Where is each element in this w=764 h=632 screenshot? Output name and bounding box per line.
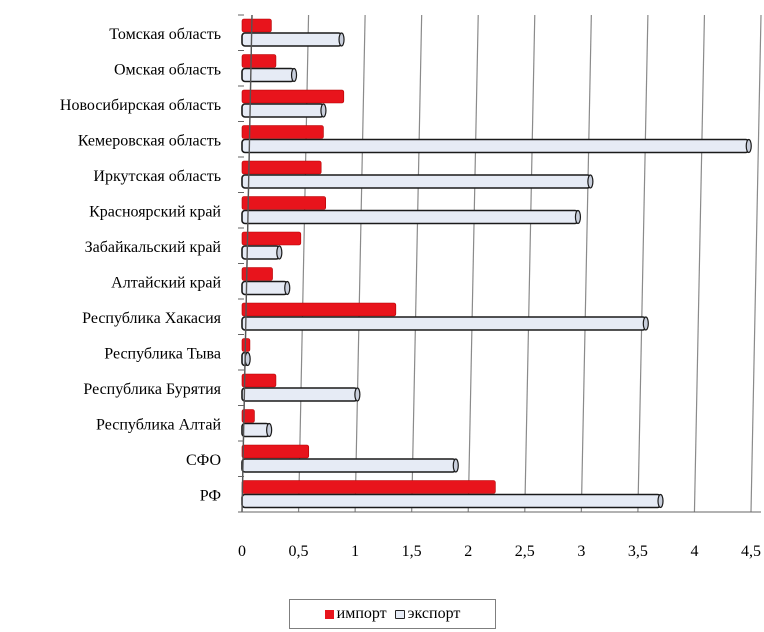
bar-export-cap (338, 32, 345, 47)
legend-swatch-import (324, 609, 334, 619)
category-label: Томская область (109, 26, 221, 43)
bar-export (241, 458, 457, 473)
bar-export (241, 174, 592, 189)
x-tick-label: 3,5 (628, 543, 648, 560)
gridline (524, 14, 536, 513)
x-tick-label: 2 (464, 543, 472, 560)
category-label: Республика Тыва (104, 345, 221, 362)
labels: 0 0,5 1 1,5 2 2,5 3 3,5 4 4,5 Томская область Омска… (60, 26, 761, 560)
category-label: Алтайский край (111, 274, 221, 291)
bar-export-cap (266, 422, 273, 438)
gridline (750, 14, 762, 513)
axes (238, 14, 761, 513)
bar-import (241, 409, 255, 423)
bar-import (241, 373, 277, 388)
legend-item-export: экспорт (394, 605, 461, 623)
gridlines (241, 14, 762, 513)
bar-import (241, 89, 345, 104)
bar-import (241, 54, 277, 68)
gridline (693, 14, 706, 513)
gridline (297, 14, 310, 513)
category-label: Омская область (114, 61, 221, 78)
bar-import (241, 267, 273, 281)
x-tick-label: 1 (351, 543, 359, 560)
legend-label-import: импорт (336, 605, 387, 622)
gridline (580, 14, 592, 513)
bar-export-cap (354, 387, 361, 402)
gridline (467, 14, 479, 513)
category-label: Новосибирская область (60, 97, 221, 114)
gridline (354, 14, 366, 513)
legend-swatch-export (394, 609, 405, 619)
category-label: Республика Бурятия (83, 381, 221, 398)
category-label: Иркутская область (93, 168, 221, 185)
x-tick-label: 1,5 (402, 543, 422, 560)
x-tick-label: 0 (238, 543, 246, 560)
category-label: Красноярский край (89, 203, 221, 220)
category-label: СФО (186, 452, 221, 469)
bar-export (241, 422, 270, 438)
y-axis-line (241, 14, 253, 513)
category-label: Кемеровская область (78, 132, 221, 149)
bar-export (241, 138, 750, 154)
bar-import (241, 480, 496, 494)
bar-import (241, 444, 310, 459)
bar-export-cap (320, 103, 327, 118)
bar-export (241, 280, 289, 296)
bar-import (241, 125, 324, 139)
bar-export-cap (276, 245, 283, 260)
bar-export (241, 493, 662, 509)
x-tick-label: 4 (690, 543, 698, 560)
bar-export (241, 32, 343, 47)
bar-export-cap (244, 351, 251, 367)
bar-import (241, 18, 272, 33)
bar-import (241, 231, 302, 246)
bars (241, 18, 752, 509)
bar-import (241, 302, 397, 317)
category-label: Республика Хакасия (82, 310, 222, 327)
bar-export-cap (284, 280, 291, 296)
x-tick-label: 0,5 (289, 543, 309, 560)
category-label: РФ (200, 487, 221, 504)
x-tick-label: 4,5 (741, 543, 761, 560)
bar-export (241, 67, 295, 83)
bar-export-cap (745, 138, 752, 154)
bar-export-cap (657, 493, 664, 509)
bar-import (241, 160, 322, 175)
legend: импорт экспорт (289, 599, 496, 629)
bar-export-cap (290, 67, 298, 83)
bar-export (241, 316, 647, 331)
bar-export (241, 103, 325, 118)
category-label: Забайкальский край (85, 239, 222, 256)
bar-export-cap (587, 174, 594, 189)
bar-export (241, 209, 579, 225)
x-tick-label: 3 (577, 543, 585, 560)
bar-export-cap (452, 458, 459, 473)
bar-import (241, 196, 327, 210)
gridline (637, 14, 649, 513)
bar-export-cap (574, 209, 582, 225)
legend-item-import: импорт (324, 605, 387, 623)
category-label: Республика Алтай (96, 416, 221, 433)
bar-export (241, 387, 359, 402)
legend-label-export: экспорт (407, 605, 461, 622)
gridline (411, 14, 423, 513)
bar-export-cap (642, 316, 649, 331)
x-tick-label: 2,5 (515, 543, 535, 560)
